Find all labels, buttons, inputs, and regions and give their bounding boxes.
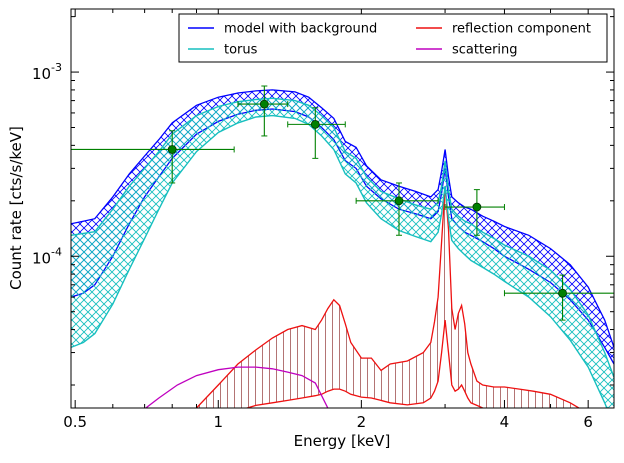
y-tick-base: 10: [32, 249, 51, 267]
scattering-line: [144, 366, 329, 408]
y-tick-exponent: -4: [51, 245, 62, 258]
series-layer: [71, 89, 614, 408]
data-point-1: [71, 130, 235, 184]
y-axis-label: Count rate [cts/s/keV]: [7, 126, 25, 290]
data-point-2: [237, 85, 289, 137]
data-points-layer: [71, 85, 614, 321]
torus-lower-line: [71, 114, 608, 408]
data-point-marker: [394, 196, 404, 206]
legend-label: model with background: [224, 22, 377, 37]
x-tick-label: 4: [500, 413, 510, 431]
legend-item: reflection component: [416, 22, 591, 37]
model-upper-line: [71, 89, 614, 348]
x-axis-label: Energy [keV]: [294, 432, 391, 450]
legend-label: torus: [224, 43, 258, 58]
torus-band: [71, 98, 614, 408]
legend-item: model with background: [188, 22, 377, 37]
reflection-hatch: [196, 186, 579, 408]
data-point-marker: [310, 119, 320, 129]
plot-frame: [70, 8, 615, 409]
legend-label: scattering: [452, 43, 518, 58]
data-point-marker: [259, 99, 269, 109]
data-point-marker: [472, 202, 482, 212]
x-tick-label: 2: [357, 413, 367, 431]
axis-ticks: 0.5 1 2 4 610-310-4: [32, 9, 614, 431]
legend-box: [178, 13, 608, 63]
y-tick-label: 10-3: [32, 61, 62, 83]
x-tick-label: 1: [213, 413, 223, 431]
data-point-6: [503, 274, 614, 321]
x-tick-label: 0.5: [63, 413, 87, 431]
x-tick-label: 6: [583, 413, 593, 431]
reflection-upper-line: [195, 186, 581, 408]
torus-upper-line: [71, 97, 614, 378]
data-point-marker: [558, 288, 567, 298]
reflection-lower-line: [244, 320, 486, 408]
y-tick-label: 10-4: [32, 245, 62, 267]
legend-label: reflection component: [452, 22, 591, 37]
legend-item: torus: [188, 43, 258, 58]
y-tick-base: 10: [32, 65, 51, 83]
data-point-3: [287, 107, 346, 159]
data-point-marker: [167, 145, 177, 154]
data-point-4: [355, 182, 439, 236]
legend: model with background reflection componen…: [178, 13, 608, 63]
data-point-5: [444, 189, 505, 236]
legend-item: scattering: [416, 43, 518, 58]
y-tick-exponent: -3: [51, 61, 62, 74]
